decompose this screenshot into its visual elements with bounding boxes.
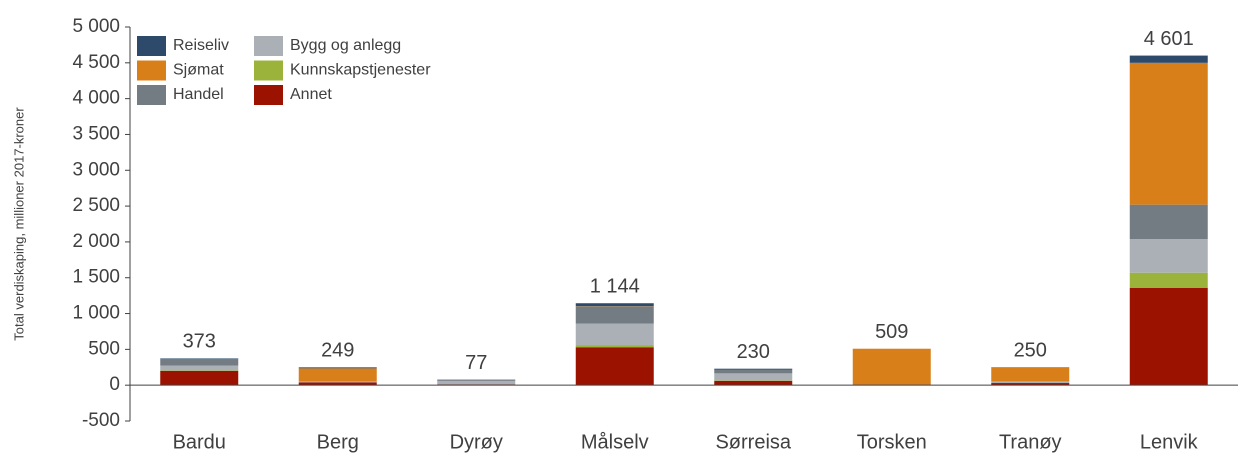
total-label: 230	[737, 341, 770, 363]
y-tick-label: 3 000	[72, 159, 120, 180]
bar-segment	[576, 347, 654, 385]
legend-swatch	[254, 85, 283, 105]
x-tick-label: Sørreisa	[715, 431, 791, 453]
y-tick-label: 0	[109, 374, 120, 395]
y-tick-label: 1 000	[72, 303, 120, 324]
bar-segment	[714, 381, 792, 385]
bar-segment	[576, 324, 654, 345]
bar-segment	[991, 368, 1069, 382]
bar-segment	[160, 365, 238, 370]
y-tick-label: 4 000	[72, 88, 120, 109]
y-tick-label: 3 500	[72, 123, 120, 144]
legend-label: Bygg og anlegg	[290, 37, 401, 54]
bar-segment	[714, 373, 792, 380]
x-tick-label: Torsken	[857, 431, 927, 453]
legend-label: Kunnskapstjenester	[290, 62, 431, 79]
y-tick-label: 1 500	[72, 267, 120, 288]
legend-swatch	[137, 36, 166, 56]
bar-segment	[576, 345, 654, 347]
legend-swatch	[254, 61, 283, 81]
bar-segment	[1130, 63, 1208, 205]
total-label: 1 144	[590, 276, 640, 298]
bar-segment	[160, 371, 238, 385]
bar-segment	[1130, 288, 1208, 385]
legend-swatch	[254, 36, 283, 56]
bar-segment	[714, 370, 792, 374]
legend-swatch	[137, 61, 166, 81]
total-label: 4 601	[1144, 28, 1194, 50]
bar-segment	[437, 380, 515, 381]
y-tick-label: 2 500	[72, 195, 120, 216]
total-label: 250	[1014, 340, 1047, 362]
x-tick-label: Målselv	[581, 431, 649, 453]
bar-segment	[437, 381, 515, 385]
bar-segment	[299, 368, 377, 381]
legend-label: Annet	[290, 86, 332, 103]
bar-segment	[1130, 56, 1208, 63]
legend-label: Sjømat	[173, 62, 224, 79]
total-label: 373	[183, 331, 216, 353]
bar-segment	[1130, 205, 1208, 239]
bar-segment	[853, 349, 931, 385]
y-tick-label: 500	[88, 338, 120, 359]
legend-label: Reiseliv	[173, 37, 229, 54]
x-tick-label: Tranøy	[999, 431, 1062, 453]
bar-segment	[714, 369, 792, 370]
bar-segment	[991, 382, 1069, 383]
legend-label: Handel	[173, 86, 224, 103]
bar-segment	[1130, 273, 1208, 288]
total-label: 249	[321, 340, 354, 362]
bar-segment	[1130, 239, 1208, 273]
y-tick-label: 4 500	[72, 52, 120, 73]
y-tick-label: -500	[82, 410, 120, 431]
bar-segment	[576, 306, 654, 323]
x-tick-label: Lenvik	[1140, 431, 1199, 453]
y-tick-label: 5 000	[72, 16, 120, 37]
bar-segment	[299, 382, 377, 383]
x-tick-label: Berg	[317, 431, 359, 453]
y-axis-label: Total verdiskaping, millioner 2017-krone…	[11, 107, 26, 341]
x-tick-label: Dyrøy	[450, 431, 503, 453]
bar-segment	[299, 367, 377, 368]
bar-segment	[160, 359, 238, 365]
y-tick-label: 2 000	[72, 231, 120, 252]
legend-swatch	[137, 85, 166, 105]
total-label: 77	[465, 352, 487, 374]
bar-segment	[576, 303, 654, 306]
bar-segment	[160, 358, 238, 359]
x-tick-label: Bardu	[173, 431, 226, 453]
total-label: 509	[875, 321, 908, 343]
